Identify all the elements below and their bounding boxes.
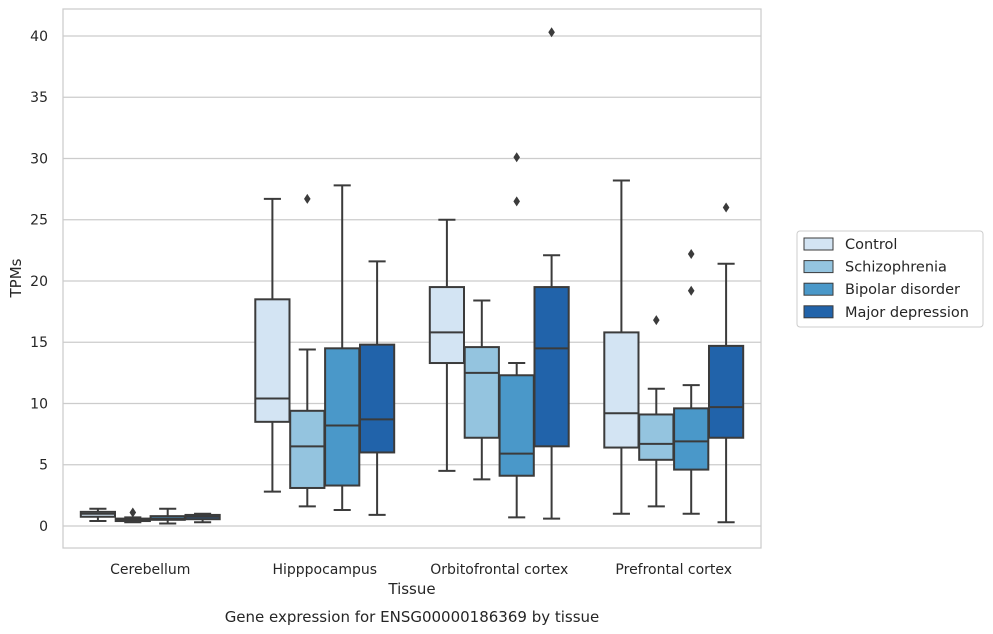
boxes — [79, 27, 745, 525]
box-4-1 — [603, 179, 640, 515]
y-tick-label: 15 — [30, 335, 48, 351]
box-2-4 — [358, 260, 396, 516]
box-3-1 — [428, 218, 466, 472]
y-tick-label: 30 — [30, 151, 48, 167]
x-axis-ticks: Cerebellum Hipppocampus Orbitofrontal cort… — [110, 562, 732, 578]
box-iqr — [289, 409, 326, 489]
legend-label: Major depression — [845, 305, 969, 321]
box-2-3 — [324, 184, 361, 512]
box-4-2 — [638, 315, 675, 508]
box-1-1 — [79, 507, 117, 523]
x-tick-label: Orbitofrontal cortex — [430, 562, 568, 578]
box-iqr — [603, 331, 640, 449]
box-2-1 — [254, 197, 291, 493]
legend-swatch — [803, 305, 834, 319]
outlier-point — [304, 193, 311, 204]
box-3-2 — [463, 299, 500, 481]
y-tick-label: 20 — [30, 274, 48, 290]
y-tick-label: 5 — [39, 458, 48, 474]
outlier-point — [687, 285, 695, 296]
box-2-2 — [289, 193, 326, 508]
plot-frame — [62, 8, 762, 549]
box-iqr — [707, 344, 745, 439]
figure-caption: Gene expression for ENSG00000186369 by t… — [225, 608, 600, 626]
box-3-4 — [533, 27, 570, 520]
y-tick-label: 35 — [30, 90, 48, 106]
x-tick-label: Prefrontal cortex — [615, 562, 732, 578]
legend-items: Control Schizophrenia Bipolar disorder Majo… — [803, 237, 969, 321]
outlier-point — [548, 27, 555, 38]
box-1-2 — [114, 507, 151, 524]
legend-label: Bipolar disorder — [845, 282, 960, 298]
legend: Control Schizophrenia Bipolar disorder Majo… — [796, 230, 984, 328]
legend-label: Schizophrenia — [845, 260, 947, 276]
box-1-4 — [184, 512, 221, 524]
x-tick-label: Hipppocampus — [272, 562, 377, 578]
box-iqr — [358, 343, 396, 454]
x-axis-label: Tissue — [387, 580, 435, 598]
outlier-point — [687, 249, 695, 259]
box-1-3 — [149, 507, 186, 525]
box-iqr — [463, 346, 500, 439]
y-tick-label: 10 — [30, 396, 48, 412]
legend-label: Control — [845, 237, 897, 253]
outlier-point — [653, 315, 660, 326]
legend-swatch — [803, 260, 834, 274]
y-tick-label: 40 — [30, 29, 48, 45]
gridlines — [63, 35, 761, 527]
outlier-point — [513, 196, 520, 207]
y-axis-ticks: 0 5 10 15 20 25 30 35 40 — [30, 29, 48, 535]
box-iqr — [533, 286, 570, 448]
box-iqr — [324, 347, 361, 487]
box-iqr — [498, 374, 535, 477]
box-3-3 — [498, 152, 535, 519]
legend-frame — [796, 230, 984, 328]
legend-swatch — [803, 237, 834, 251]
legend-swatch — [803, 282, 834, 296]
box-4-3 — [673, 249, 710, 515]
outlier-point — [513, 152, 520, 163]
box-4-4 — [707, 202, 745, 524]
box-iqr — [428, 286, 466, 365]
y-tick-label: 0 — [39, 519, 48, 535]
box-iqr — [254, 298, 291, 423]
box-iqr — [638, 413, 675, 461]
outlier-point — [722, 202, 730, 213]
x-tick-label: Cerebellum — [110, 562, 190, 578]
y-tick-label: 25 — [30, 213, 48, 229]
y-axis-label: TPMs — [7, 258, 25, 298]
outlier-point — [129, 507, 137, 518]
box-iqr — [673, 407, 710, 471]
